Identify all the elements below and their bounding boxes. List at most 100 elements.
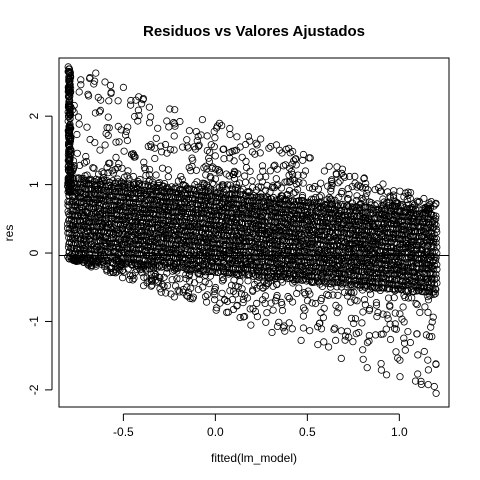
data-point [314,340,322,349]
data-point [284,292,292,301]
data-point [108,167,116,175]
data-point [226,149,234,157]
data-point [237,289,245,298]
data-point [123,190,131,198]
data-point [247,321,255,329]
data-point [64,220,72,228]
data-point [140,164,148,172]
data-point [428,332,436,341]
data-point [270,162,278,170]
data-point [201,271,210,279]
data-point [122,127,130,136]
data-point [348,199,357,207]
data-point [66,109,74,118]
data-point [211,134,219,142]
data-point [236,277,244,286]
data-point [229,305,238,313]
data-point [152,171,160,179]
data-point [234,283,242,291]
data-point [432,200,440,208]
data-point [112,138,120,146]
data-point [316,280,324,288]
data-point [94,170,103,178]
data-point [104,113,112,121]
data-point [66,135,74,143]
data-point [260,277,268,285]
data-point [225,223,234,231]
data-point [265,144,273,152]
data-point [391,287,399,295]
data-point [226,287,234,295]
data-point [367,201,375,209]
data-point [371,331,380,339]
data-point [285,187,294,195]
data-point [213,222,221,230]
data-point [71,229,79,237]
data-point [291,277,299,286]
data-point [399,202,407,210]
data-point [278,278,287,286]
data-point [301,306,309,314]
data-point [425,205,433,213]
data-point [361,193,370,201]
data-point [182,270,190,279]
data-point [66,77,74,85]
data-point [289,279,297,287]
data-point [219,204,228,212]
data-point [338,224,346,232]
data-point [299,171,307,179]
data-point [144,142,152,150]
data-point [232,290,240,298]
data-point [77,76,85,84]
data-point [215,119,224,127]
data-point [164,173,172,181]
data-point [140,158,148,166]
data-point [254,183,262,191]
data-point [105,97,113,105]
data-point [139,262,147,270]
data-point [149,178,157,186]
data-point [420,347,428,356]
data-point [115,138,123,146]
data-point [90,164,98,172]
data-point [328,209,336,217]
data-point [100,262,109,271]
data-point [324,343,333,351]
data-point [376,247,385,255]
data-point [361,184,370,192]
data-point [205,157,213,165]
data-point [385,202,393,210]
data-point [66,143,74,151]
data-point [205,279,213,288]
data-point [172,231,180,239]
data-point [290,220,298,228]
data-point [278,149,286,157]
data-point [371,245,379,253]
data-point [424,380,432,389]
data-point [333,283,341,291]
data-point [432,274,440,282]
data-point [225,172,233,180]
data-point [104,169,112,177]
data-point [325,194,333,202]
data-point [263,309,271,317]
data-point [242,209,250,217]
data-point [155,192,163,200]
data-point [204,183,212,192]
data-point [361,283,369,292]
data-point [184,288,192,296]
data-point [290,269,298,277]
data-point [400,339,409,347]
data-point [362,179,370,188]
data-point [413,197,421,205]
data-point [396,373,404,381]
data-point [200,164,208,172]
data-point [249,305,257,313]
data-point [345,333,353,341]
data-point [330,325,338,334]
data-point [163,117,171,125]
data-point [212,306,220,314]
data-point [168,198,176,206]
data-point [206,272,214,280]
data-point [413,246,421,254]
